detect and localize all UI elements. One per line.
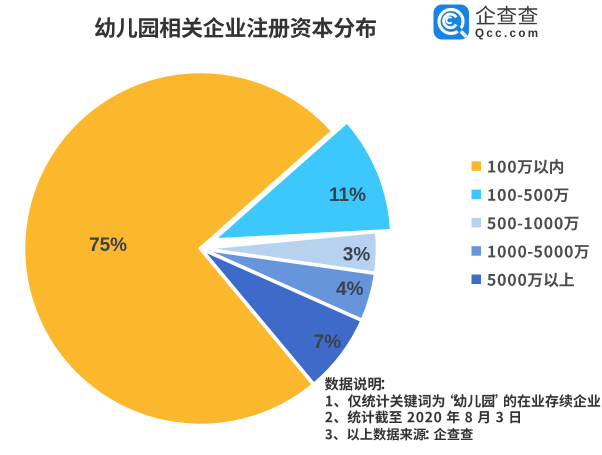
svg-text:Qcc.com: Qcc.com <box>475 27 540 40</box>
svg-text:7%: 7% <box>314 332 342 353</box>
svg-text:11%: 11% <box>329 185 366 206</box>
svg-text:3%: 3% <box>343 245 371 266</box>
svg-text:4%: 4% <box>336 279 364 300</box>
svg-text:75%: 75% <box>89 235 127 256</box>
